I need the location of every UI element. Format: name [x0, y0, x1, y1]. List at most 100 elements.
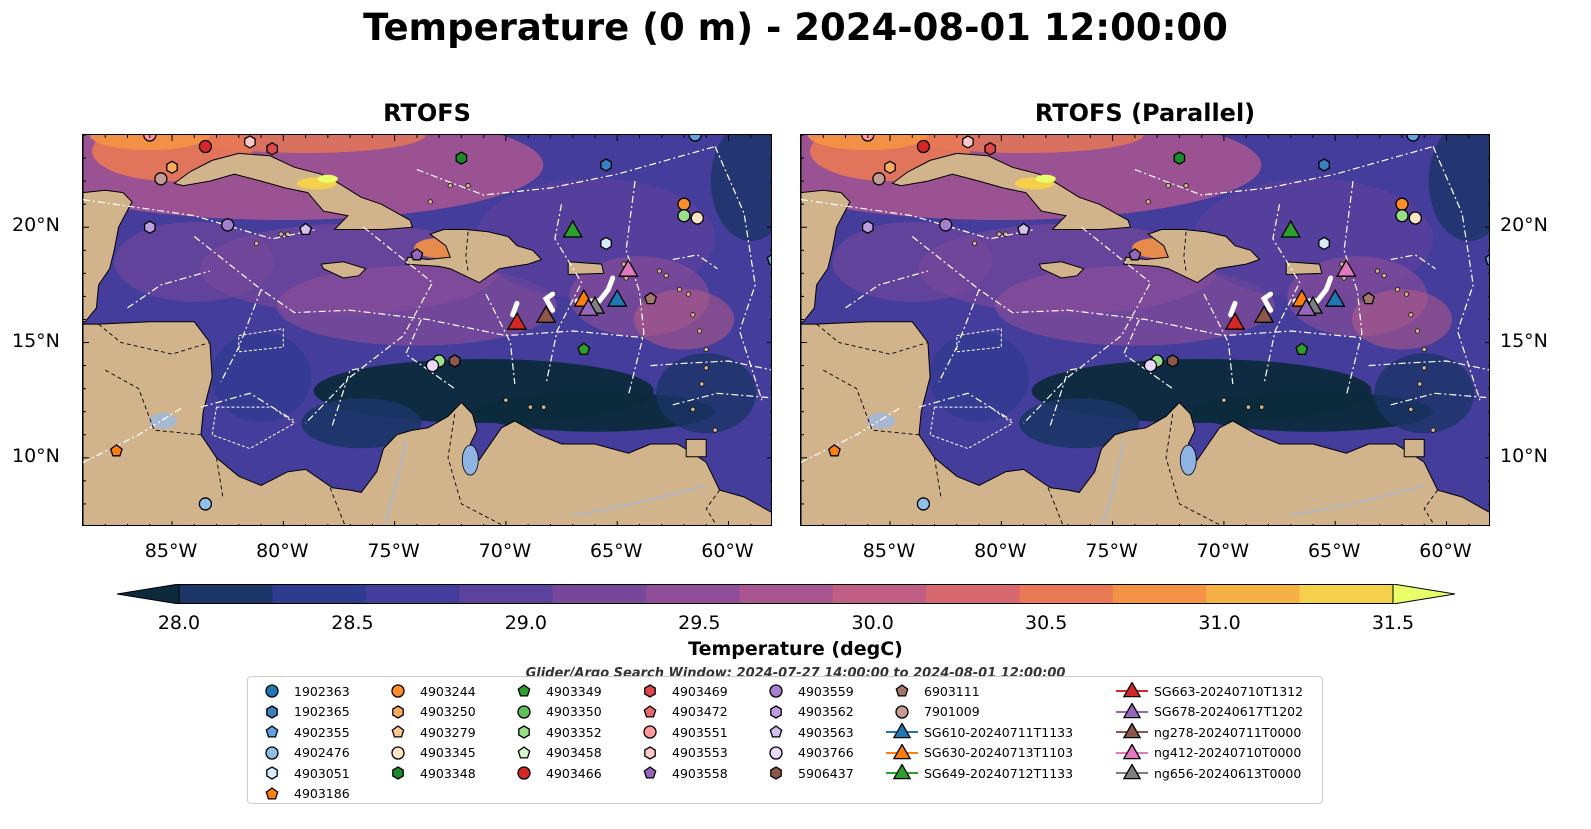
- colorbar-bin: [1112, 584, 1207, 604]
- legend-marker: [518, 725, 530, 740]
- lat-tick-label-right: 10°N: [1500, 444, 1548, 467]
- marker-4903558: [1128, 248, 1142, 261]
- legend-marker: [517, 766, 531, 780]
- legend-marker: [644, 745, 656, 760]
- temperature-field: [801, 135, 1489, 500]
- map-panel-rtofs[interactable]: [82, 134, 772, 526]
- colorbar-tick-label: 30.5: [1024, 612, 1068, 634]
- map-panel-rtofs-parallel[interactable]: [800, 134, 1490, 526]
- legend-label: SG663-20240710T1312: [1154, 683, 1304, 699]
- legend-item: 1902363: [254, 681, 350, 702]
- hexagon-marker-icon: [632, 744, 668, 762]
- legend-column: 4903559 4903562 4903563 4903766 5906437: [758, 681, 854, 784]
- land-yucatan: [801, 189, 851, 323]
- lon-tick-label: 85°W: [144, 540, 198, 562]
- land-cuba: [891, 152, 1132, 230]
- marker-4903186: [827, 444, 841, 457]
- triangle-marker-icon: [1114, 682, 1150, 700]
- legend-item: 5906437: [758, 763, 854, 784]
- legend-marker: [391, 746, 405, 760]
- triangle-marker-icon: [884, 764, 920, 782]
- legend-item: 4902355: [254, 722, 350, 743]
- legend-label: 4903469: [672, 683, 728, 699]
- marker-5906437: [448, 354, 461, 368]
- land-trinidad: [1403, 438, 1425, 458]
- legend-column: 4903349 4903350 4903352 4903458 4903466: [506, 681, 602, 784]
- island: [676, 286, 683, 293]
- land-trinidad: [685, 438, 707, 458]
- legend-marker: [265, 786, 279, 800]
- legend-marker: [643, 704, 657, 718]
- marker-4903766: [1143, 358, 1158, 373]
- marker-4903553: [244, 135, 256, 149]
- marker-4903244: [677, 197, 691, 211]
- legend-label: 4903250: [420, 704, 476, 720]
- legend-item: SG663-20240710T1312: [1114, 681, 1303, 702]
- legend-marker: [892, 764, 912, 780]
- legend-marker: [392, 766, 404, 781]
- island: [278, 231, 284, 237]
- legend-label: ng656-20240613T0000: [1154, 765, 1302, 781]
- pentagon-marker-icon: [506, 682, 542, 700]
- colorbar-bin: [739, 584, 834, 604]
- colorbar: [116, 583, 1456, 605]
- marker-SG649-20240712T1133: [562, 219, 584, 238]
- lon-tick-label: 80°W: [256, 540, 309, 562]
- legend-label: 6903111: [924, 683, 980, 699]
- reef-boundary: [238, 328, 284, 353]
- marker-4903766: [425, 358, 440, 373]
- lon-tick-label: 70°W: [478, 540, 532, 562]
- island: [465, 183, 471, 189]
- marker-SG649-20240712T1133: [1280, 219, 1302, 238]
- legend-label: 7901009: [924, 704, 980, 720]
- observation-markers: [109, 135, 771, 511]
- hexagon-marker-icon: [254, 703, 290, 721]
- colorbar-label: Temperature (degC): [688, 638, 903, 660]
- legend-item: 4903250: [380, 702, 476, 723]
- maritime-boundaries: [83, 145, 771, 463]
- legend-item: ng412-20240710T0000: [1114, 743, 1303, 764]
- legend-item: 4903458: [506, 743, 602, 764]
- pentagon-marker-icon: [884, 682, 920, 700]
- circle-marker-icon: [506, 764, 542, 782]
- colorbar-bin: [926, 584, 1020, 604]
- colorbar-bin: [1299, 584, 1394, 604]
- lat-tick-label-right: 15°N: [1500, 329, 1548, 352]
- marker-4903345: [690, 211, 704, 225]
- legend-marker: [1122, 702, 1142, 719]
- land-cuba: [173, 152, 414, 230]
- triangle-marker-icon: [1114, 764, 1150, 782]
- marker-4903051: [600, 236, 612, 251]
- marker-4903469: [984, 142, 997, 156]
- legend-item: 4903472: [632, 702, 728, 723]
- colorbar-bin: [645, 584, 740, 604]
- marker-4903469: [266, 142, 279, 156]
- legend-item: 4903562: [758, 702, 854, 723]
- legend-marker: [895, 684, 909, 697]
- marker-4903244: [1395, 197, 1409, 211]
- legend-marker: [517, 705, 531, 719]
- legend-item: 4903559: [758, 681, 854, 702]
- legend-marker: [1122, 682, 1142, 698]
- legend-marker: [1122, 743, 1142, 760]
- marker-4903563: [299, 222, 313, 236]
- legend-marker: [517, 684, 531, 697]
- hexagon-marker-icon: [632, 682, 668, 700]
- marker-4903553: [962, 135, 974, 149]
- legend-label: 4903348: [420, 765, 476, 781]
- marker-4902355: [766, 254, 771, 266]
- marker-SG663-20240710T1312: [506, 312, 528, 330]
- colorbar-tick-label: 28.5: [331, 612, 374, 634]
- marker-1902363: [688, 135, 702, 142]
- colorbar-bin: [365, 584, 460, 604]
- lake-maracaibo: [1179, 444, 1197, 476]
- legend-item: 4903244: [380, 681, 476, 702]
- legend-marker: [265, 746, 279, 760]
- legend-label: SG649-20240712T1133: [924, 765, 1074, 781]
- marker-4902476: [916, 497, 931, 511]
- lon-tick-label: 80°W: [974, 540, 1027, 562]
- legend-marker: [643, 766, 657, 779]
- circle-marker-icon: [758, 682, 794, 700]
- island: [427, 199, 433, 205]
- marker-4903250: [166, 160, 178, 175]
